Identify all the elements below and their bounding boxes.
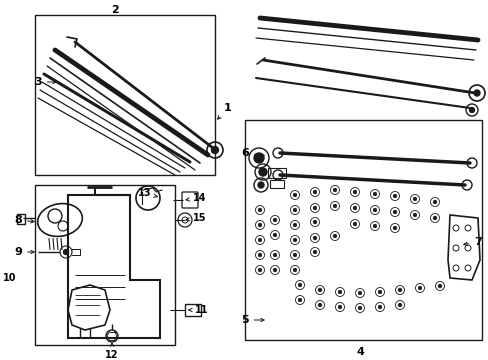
- Circle shape: [417, 286, 421, 290]
- Text: 1: 1: [217, 103, 231, 119]
- Circle shape: [273, 218, 276, 222]
- Circle shape: [273, 233, 276, 237]
- Circle shape: [358, 306, 361, 310]
- Circle shape: [293, 193, 296, 197]
- Circle shape: [273, 268, 276, 272]
- Bar: [269, 180, 284, 188]
- Bar: [35, 185, 175, 345]
- Circle shape: [258, 268, 261, 272]
- Circle shape: [312, 190, 316, 194]
- Circle shape: [312, 236, 316, 240]
- Circle shape: [432, 200, 436, 204]
- Circle shape: [473, 90, 479, 96]
- Circle shape: [312, 206, 316, 210]
- Bar: [35, 15, 215, 175]
- Circle shape: [432, 216, 436, 220]
- Circle shape: [259, 168, 266, 176]
- Circle shape: [412, 197, 416, 201]
- Circle shape: [318, 288, 321, 292]
- Circle shape: [258, 223, 261, 227]
- Circle shape: [293, 208, 296, 212]
- Text: 2: 2: [111, 5, 119, 15]
- Circle shape: [298, 298, 301, 302]
- Bar: [184, 304, 201, 316]
- Circle shape: [293, 253, 296, 257]
- Bar: [244, 120, 481, 340]
- Circle shape: [377, 305, 381, 309]
- Circle shape: [468, 108, 473, 112]
- Text: 3: 3: [34, 77, 56, 87]
- Circle shape: [258, 182, 264, 188]
- Text: 9: 9: [14, 247, 34, 257]
- Text: 14: 14: [186, 193, 206, 203]
- Text: 6: 6: [241, 148, 264, 158]
- Text: 4: 4: [355, 347, 363, 357]
- Circle shape: [293, 268, 296, 272]
- Text: 15: 15: [186, 213, 206, 223]
- Circle shape: [258, 253, 261, 257]
- Circle shape: [63, 249, 68, 255]
- Circle shape: [253, 153, 264, 163]
- Text: 12: 12: [105, 343, 119, 360]
- Text: 5: 5: [241, 315, 264, 325]
- Text: 13: 13: [138, 188, 157, 198]
- Circle shape: [392, 226, 396, 230]
- Circle shape: [332, 234, 336, 238]
- Text: 8: 8: [14, 215, 34, 225]
- Circle shape: [352, 222, 356, 226]
- Circle shape: [372, 208, 376, 212]
- Text: 10: 10: [3, 273, 17, 283]
- Circle shape: [392, 210, 396, 214]
- Circle shape: [312, 250, 316, 254]
- Circle shape: [338, 290, 341, 294]
- Bar: [17, 214, 25, 224]
- Circle shape: [352, 190, 356, 194]
- Circle shape: [298, 283, 301, 287]
- Circle shape: [293, 223, 296, 227]
- Circle shape: [412, 213, 416, 217]
- Circle shape: [358, 291, 361, 295]
- Circle shape: [258, 238, 261, 242]
- Circle shape: [318, 303, 321, 307]
- Circle shape: [372, 192, 376, 196]
- Circle shape: [397, 288, 401, 292]
- Bar: [267, 168, 285, 178]
- Circle shape: [392, 194, 396, 198]
- Text: 7: 7: [463, 237, 481, 247]
- Circle shape: [312, 220, 316, 224]
- Text: 11: 11: [188, 305, 208, 315]
- Circle shape: [352, 206, 356, 210]
- Circle shape: [397, 303, 401, 307]
- Circle shape: [437, 284, 441, 288]
- Circle shape: [273, 253, 276, 257]
- Circle shape: [332, 188, 336, 192]
- Circle shape: [338, 305, 341, 309]
- Circle shape: [293, 238, 296, 242]
- Circle shape: [377, 290, 381, 294]
- Circle shape: [211, 147, 218, 153]
- Circle shape: [332, 204, 336, 208]
- Circle shape: [258, 208, 261, 212]
- Circle shape: [372, 224, 376, 228]
